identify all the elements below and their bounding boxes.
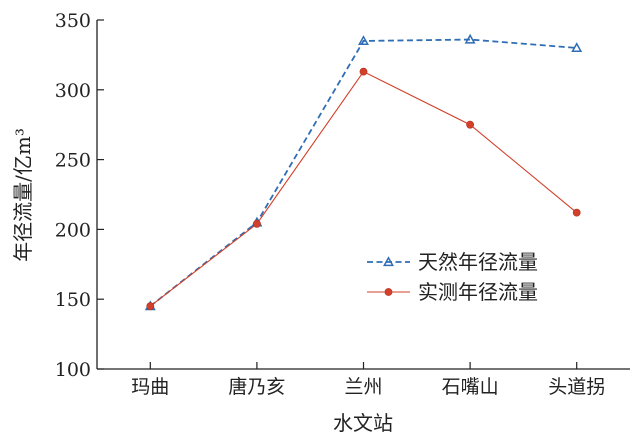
- data-point-triangle: [464, 33, 476, 44]
- y-tick-label: 150: [55, 289, 91, 311]
- legend-label: 实测年径流量: [418, 280, 538, 304]
- legend-label: 天然年径流量: [418, 250, 538, 274]
- y-axis-title: 年径流量/亿m³: [11, 128, 35, 262]
- x-ticks: 玛曲 唐乃亥 兰州 石嘴山 头道拐: [131, 362, 605, 398]
- data-point-circle: [252, 219, 261, 228]
- y-ticks: 100 150 200 250 300 350: [55, 10, 104, 381]
- y-tick-label: 100: [55, 359, 91, 381]
- series-layer: [144, 33, 583, 311]
- data-point-circle: [384, 288, 393, 296]
- y-tick-label: 350: [55, 10, 91, 32]
- data-point-circle: [359, 67, 368, 76]
- x-axis-title: 水文站: [333, 411, 393, 435]
- x-tick-label: 唐乃亥: [228, 376, 285, 398]
- y-tick-label: 250: [55, 150, 91, 172]
- x-tick-label: 兰州: [344, 376, 382, 398]
- x-tick-label: 头道拐: [548, 376, 605, 398]
- data-point-triangle: [571, 42, 583, 53]
- data-point-triangle: [358, 35, 369, 46]
- data-point-circle: [146, 302, 155, 311]
- y-tick-label: 200: [55, 219, 91, 241]
- x-tick-label: 玛曲: [131, 376, 169, 398]
- data-point-circle: [466, 120, 474, 129]
- data-point-triangle: [383, 256, 394, 267]
- data-point-circle: [572, 208, 581, 217]
- x-tick-label: 石嘴山: [442, 376, 499, 398]
- series-line: [149, 38, 577, 307]
- series-2: [146, 67, 581, 311]
- y-tick-label: 300: [55, 80, 91, 102]
